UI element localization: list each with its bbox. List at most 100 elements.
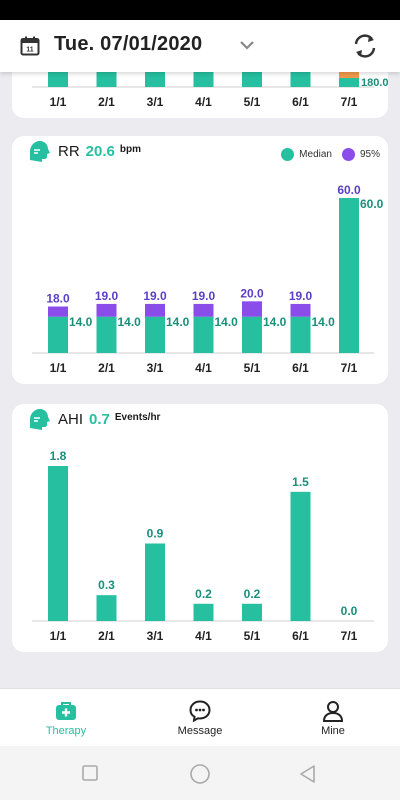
- bar-p95: [145, 303, 165, 317]
- data-label: 0.9: [147, 527, 164, 541]
- home-icon[interactable]: [189, 763, 211, 785]
- bar-p95: [96, 303, 117, 317]
- data-label-p95: 18.0: [46, 292, 70, 306]
- rr-header: RR 20.6 bpm: [26, 138, 141, 164]
- data-label-p95: 19.0: [143, 289, 167, 303]
- bar: [193, 70, 214, 87]
- x-tick-label: 5/1: [244, 629, 261, 643]
- bar: [290, 70, 311, 87]
- x-tick-label: 5/1: [244, 95, 261, 109]
- data-label-p95: 20.0: [240, 286, 264, 300]
- rr-unit: bpm: [119, 143, 141, 155]
- x-tick-label: 6/1: [292, 361, 309, 375]
- bar-median: [339, 198, 359, 353]
- back-icon[interactable]: [298, 764, 318, 784]
- data-label: 1.8: [50, 449, 67, 463]
- x-tick-label: 4/1: [195, 361, 212, 375]
- nav-message[interactable]: Message: [160, 699, 240, 737]
- bar-median: [290, 316, 311, 353]
- data-label: 0.0: [341, 604, 358, 618]
- x-tick-label: 6/1: [292, 629, 309, 643]
- chat-bubble-icon: [189, 700, 211, 723]
- x-tick-label: 7/1: [341, 95, 358, 109]
- data-label-median: 14.0: [69, 315, 93, 329]
- bar: [290, 491, 311, 621]
- ahi-header: AHI 0.7 Events/hr: [26, 406, 160, 432]
- data-label-median: 14.0: [312, 315, 336, 329]
- nav-therapy[interactable]: Therapy: [26, 699, 106, 737]
- nav-therapy-label: Therapy: [45, 725, 87, 737]
- data-label-p95: 19.0: [289, 289, 313, 303]
- ahi-label: AHI: [58, 410, 84, 428]
- nav-message-label: Message: [177, 725, 223, 737]
- x-tick-label: 5/1: [244, 361, 261, 375]
- bar-median: [96, 316, 117, 353]
- legend-p95: 95%: [341, 148, 380, 161]
- legend-p95-label: 95%: [359, 149, 380, 160]
- bar: [242, 603, 262, 621]
- x-tick-label: 3/1: [147, 629, 164, 643]
- data-label-p95: 19.0: [192, 289, 216, 303]
- bar: [339, 70, 359, 78]
- data-label-median: 14.0: [263, 315, 287, 329]
- data-label: 1.5: [292, 475, 309, 489]
- bar: [96, 70, 117, 87]
- bottom-nav: Therapy Message Mine: [0, 688, 400, 746]
- data-label: 0.2: [244, 587, 261, 601]
- data-label: 180.0: [361, 77, 388, 89]
- x-tick-label: 2/1: [98, 629, 115, 643]
- bar-median: [242, 316, 262, 353]
- nav-mine[interactable]: Mine: [293, 699, 373, 737]
- bar: [96, 595, 117, 621]
- x-tick-label: 1/1: [50, 629, 67, 643]
- x-tick-label: 2/1: [98, 361, 115, 375]
- rr-card: RR 20.6 bpm Median 95% 18.0 14.0 1/1 19.0 14…: [12, 136, 388, 384]
- refresh-icon[interactable]: [350, 31, 380, 61]
- x-tick-label: 3/1: [147, 95, 164, 109]
- bar: [145, 543, 165, 621]
- bar: [193, 603, 214, 621]
- data-label-median: 14.0: [166, 315, 190, 329]
- ahi-bar-chart: 1.8 1/1 0.3 2/1 0.9 3/1 0.2 4/1 0.2 5/1 1.5 6/1 0.0 7…: [32, 449, 374, 643]
- data-label-median: 60.0: [360, 197, 384, 211]
- head-profile-icon: [30, 141, 50, 162]
- data-label-median: 14.0: [215, 315, 239, 329]
- x-tick-label: 4/1: [195, 629, 212, 643]
- bar-median: [48, 316, 68, 353]
- chevron-down-icon[interactable]: [238, 38, 256, 52]
- data-label: 0.2: [195, 587, 212, 601]
- data-label-median: 14.0: [118, 315, 142, 329]
- legend-median-swatch: [281, 148, 295, 161]
- legend-median-label: Median: [299, 149, 332, 160]
- app-header: 11 Tue. 07/01/2020: [0, 20, 400, 72]
- x-tick-label: 4/1: [195, 95, 212, 109]
- x-tick-label: 7/1: [341, 629, 358, 643]
- recent-apps-icon[interactable]: [82, 765, 98, 781]
- person-icon: [322, 701, 344, 722]
- ahi-unit: Events/hr: [114, 411, 161, 423]
- bar-p95: [193, 303, 214, 317]
- bar: [48, 70, 68, 87]
- svg-text:11: 11: [26, 47, 34, 54]
- rr-bar-chart: 18.014.01/119.014.02/119.014.03/119.014.…: [32, 183, 384, 375]
- nav-mine-label: Mine: [321, 725, 345, 737]
- selected-date[interactable]: Tue. 07/01/2020: [54, 33, 203, 55]
- rr-value: 20.6: [85, 142, 115, 160]
- bar: [242, 70, 262, 87]
- x-tick-label: 2/1: [98, 95, 115, 109]
- bar: [145, 70, 165, 87]
- rr-label: RR: [58, 142, 80, 160]
- bar-p95: [242, 301, 262, 317]
- calendar-icon[interactable]: 11: [20, 36, 40, 56]
- data-label-p95: 60.0: [337, 183, 361, 197]
- bar-median: [145, 316, 165, 353]
- x-tick-label: 1/1: [50, 361, 67, 375]
- bar-median: [193, 316, 214, 353]
- legend-median: Median: [281, 148, 332, 161]
- ahi-card: AHI 0.7 Events/hr 1.8 1/1 0.3 2/1 0.9 3/1 0.2 4…: [12, 404, 388, 652]
- x-tick-label: 3/1: [147, 361, 164, 375]
- x-tick-label: 1/1: [50, 95, 67, 109]
- bar: [48, 466, 68, 621]
- rr-legend: Median 95%: [271, 148, 380, 161]
